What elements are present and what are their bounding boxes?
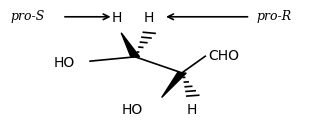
Text: H: H (144, 11, 154, 25)
Text: CHO: CHO (208, 49, 239, 63)
Text: HO: HO (53, 56, 74, 70)
Text: pro-S: pro-S (11, 10, 45, 23)
Text: pro-R: pro-R (257, 10, 292, 23)
Text: HO: HO (122, 103, 143, 117)
Text: H: H (111, 11, 122, 25)
Text: H: H (187, 103, 197, 117)
Polygon shape (121, 33, 139, 57)
Polygon shape (162, 73, 186, 98)
